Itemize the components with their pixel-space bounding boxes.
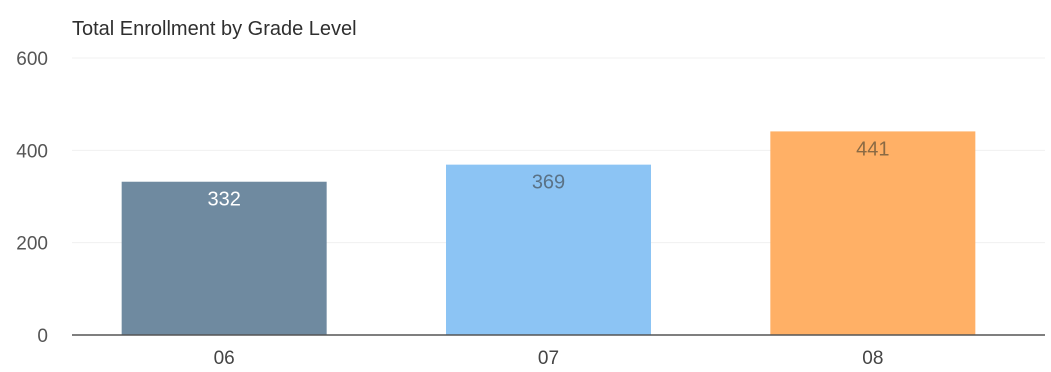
chart-title: Total Enrollment by Grade Level xyxy=(72,18,357,40)
bar-grade-08 xyxy=(770,131,976,335)
y-axis-ticks: 0 200 400 600 xyxy=(16,49,48,347)
y-tick-label: 400 xyxy=(16,141,48,162)
y-tick-label: 200 xyxy=(16,234,48,255)
x-tick-label-grade-07: 07 xyxy=(538,348,559,369)
x-tick-label-grade-08: 08 xyxy=(862,348,883,369)
y-tick-label: 600 xyxy=(16,49,48,70)
y-tick-label: 0 xyxy=(37,326,48,347)
bar-grade-06 xyxy=(121,181,327,335)
bar-grade-07 xyxy=(446,164,651,335)
x-tick-label-grade-06: 06 xyxy=(214,348,235,369)
data-label-grade-07: 369 xyxy=(532,172,565,194)
x-axis-ticks: 06 07 08 xyxy=(214,348,884,369)
bars: 332 369 441 xyxy=(121,131,976,335)
data-label-grade-08: 441 xyxy=(856,138,889,160)
data-label-grade-06: 332 xyxy=(207,189,240,211)
